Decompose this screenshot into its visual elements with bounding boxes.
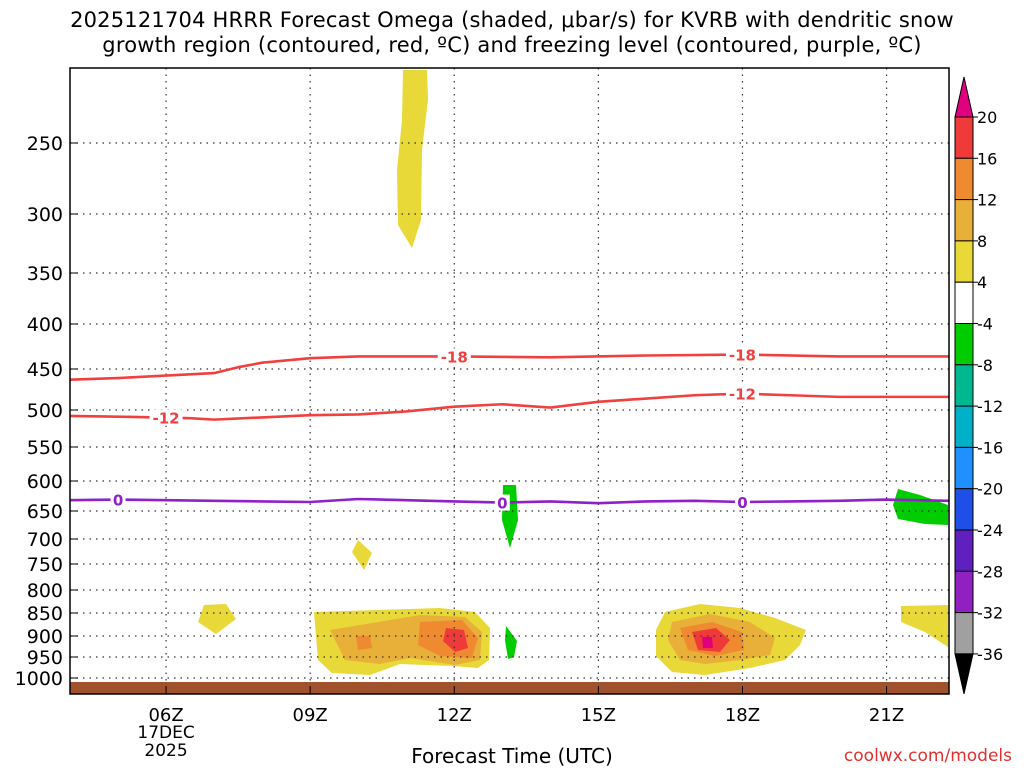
xtick-label-18Z: 18Z [725,705,760,726]
colorbar-swatch-8 [954,405,974,448]
colorbar-label: -24 [977,521,1003,540]
omega-region-yellow-21z [901,605,948,647]
chart-title-line1: 2025121704 HRRR Forecast Omega (shaded, … [70,8,954,32]
omega-region-low-b5 [702,637,713,648]
colorbar-label: -4 [977,315,993,334]
chart-title-line2: growth region (contoured, red, ºC) and f… [102,33,922,57]
colorbar-swatch-6 [954,323,974,366]
contour-label-bg [437,348,471,365]
ytick-label-400: 400 [27,314,63,336]
ytick-label-1000: 1000 [15,668,63,690]
colorbar-swatch-9 [954,446,974,490]
xtick-label-21Z: 21Z [869,705,904,726]
colorbar-label: 16 [977,149,997,168]
contour-label: -12 [729,386,756,404]
ytick-label-300: 300 [27,204,63,226]
colorbar-swatch-12 [954,570,974,614]
colorbar-swatch-4 [954,240,974,283]
ytick-label-750: 750 [27,554,63,576]
colorbar-label: -36 [977,645,1003,664]
colorbar-label: 4 [977,273,987,292]
ytick-label-800: 800 [27,580,63,602]
colorbar-swatch-2 [954,157,974,201]
colorbar-label: 12 [977,191,997,210]
contour-label-bg [149,409,183,426]
credit-link[interactable]: coolwx.com/models [843,746,1012,766]
xtick-date: 17DEC [137,723,194,743]
contour-label-bg [734,494,750,510]
contours: -18 -18 -12 -12 0 0 0 [69,346,950,513]
ytick-label-500: 500 [27,400,63,422]
ytick-label-450: 450 [27,359,63,381]
xtick-label-06Z: 06Z [148,705,183,726]
plot-frame [69,67,950,695]
x-axis-title: Forecast Time (UTC) [411,744,613,768]
ytick-label-850: 850 [27,603,63,625]
contour-label: 0 [737,494,747,512]
y-axis: 2503003504004505005506006507007508008509… [15,133,78,690]
ytick-label-250: 250 [27,133,63,155]
ytick-label-350: 350 [27,263,63,285]
colorbar-label: 8 [977,232,987,251]
contour-label: 0 [113,492,123,510]
contour-label: -18 [441,348,468,366]
colorbar-swatch-3 [954,199,974,242]
ytick-label-600: 600 [27,471,63,493]
contour-label: -12 [153,410,180,428]
omega-region-green-21z [893,489,948,525]
colorbar-swatch-5 [954,281,974,325]
contour-label-bg [725,346,759,363]
contour-line-2 [69,392,949,421]
omega-region-green-13z-low [505,626,517,659]
ytick-label-950: 950 [27,647,63,669]
contour-label-bg [494,494,510,511]
ytick-label-550: 550 [27,437,63,459]
colorbar-label: -32 [977,604,1003,623]
colorbar-label: -8 [977,356,993,375]
xtick-label-12Z: 12Z [437,705,472,726]
colorbar-arrow-bottom [954,653,974,695]
omega-region-low-a4 [443,628,468,652]
colorbar-label: -16 [977,438,1003,457]
omega-region-700 [352,540,372,570]
colorbar: 20 16 12 8 4 -4 -8 -12 -16 -20 -24 -28 -32 -36 [954,76,1003,695]
colorbar-swatch-10 [954,488,974,531]
ground-band [70,682,949,694]
colorbar-arrow-top [954,76,974,118]
omega-region-860 [198,604,236,634]
colorbar-label: -12 [977,397,1003,416]
ytick-label-700: 700 [27,529,63,551]
colorbar-swatch-1 [954,116,974,159]
omega-shading [198,70,948,675]
colorbar-swatch-11 [954,529,974,572]
ytick-label-900: 900 [27,626,63,648]
contour-label-bg [110,491,126,508]
colorbar-swatch-7 [954,364,974,407]
omega-region-upper [397,70,428,248]
xtick-label-15Z: 15Z [581,705,616,726]
omega-region-low-a5 [356,636,372,650]
xtick-label-09Z: 09Z [293,705,328,726]
colorbar-swatch-13 [954,612,974,655]
colorbar-label: 20 [977,108,997,127]
ytick-label-650: 650 [27,501,63,523]
xtick-year: 2025 [144,741,187,761]
contour-line-1 [69,353,949,381]
contour-label: 0 [497,495,507,513]
colorbar-label: -28 [977,562,1003,581]
contour-label: -18 [729,347,756,365]
colorbar-label: -20 [977,480,1003,499]
contour-label-bg [725,385,759,402]
